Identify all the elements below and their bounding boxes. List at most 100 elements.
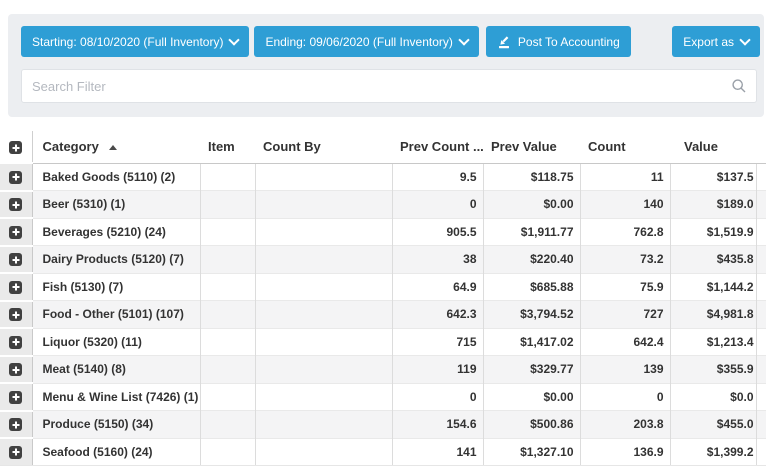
column-header-count-by[interactable]: Count By [255,131,392,164]
search-filter-box [21,69,757,103]
chevron-down-icon [739,33,751,46]
toolbar: Starting: 08/10/2020 (Full Inventory) En… [21,26,760,57]
expand-cell [0,299,33,328]
category-cell: Baked Goods (5110) (2) [32,162,201,191]
prev-count-cell: 38 [392,245,484,273]
item-cell [200,217,256,246]
item-cell [200,162,256,191]
table-row: Seafood (5160) (24) 141 $1,327.10 136.9 $1,3… [0,437,766,466]
expand-all-button[interactable] [9,141,23,155]
item-cell [200,382,256,411]
count-by-cell [255,382,393,411]
expand-cell [0,244,33,273]
count-cell: 75.9 [580,272,671,301]
ending-inventory-label: Ending: 09/06/2020 (Full Inventory) [265,34,453,49]
post-to-accounting-label: Post To Accounting [517,34,620,49]
category-cell: Fish (5130) (7) [32,272,201,301]
next-column-partial-cell [756,355,766,383]
count-by-cell [255,437,393,466]
expand-row-button[interactable] [9,308,23,322]
next-column-partial-cell [756,272,766,301]
next-column-partial-cell [756,327,766,356]
expand-cell [0,217,33,246]
count-cell: 73.2 [580,245,671,273]
starting-inventory-label: Starting: 08/10/2020 (Full Inventory) [32,34,224,49]
expand-row-button[interactable] [9,170,23,184]
table-row: Baked Goods (5110) (2) 9.5 $118.75 11 $137.5 [0,162,766,191]
expand-row-button[interactable] [9,253,23,267]
item-cell [200,410,256,438]
count-by-cell [255,217,393,246]
count-cell: 762.8 [580,217,671,246]
column-header-next-partial [756,131,766,164]
sort-ascending-icon [108,145,117,151]
count-by-cell [255,327,393,356]
starting-inventory-dropdown[interactable]: Starting: 08/10/2020 (Full Inventory) [21,26,250,57]
prev-value-cell: $3,794.52 [483,300,581,328]
expand-cell [0,272,33,301]
expand-row-button[interactable] [9,363,23,377]
next-column-partial-cell [756,300,766,328]
table-row: Beverages (5210) (24) 905.5 $1,911.77 762.8… [0,217,766,246]
prev-value-cell: $1,327.10 [483,437,581,466]
column-header-prev-value[interactable]: Prev Value [483,131,580,164]
table-row: Food - Other (5101) (107) 642.3 $3,794.52 7… [0,299,766,328]
prev-value-cell: $500.86 [483,410,581,438]
count-by-cell [255,410,393,438]
column-header-item[interactable]: Item [200,131,255,164]
expand-row-button[interactable] [9,335,23,349]
post-to-accounting-button[interactable]: Post To Accounting [485,26,631,57]
expand-cell [0,189,33,218]
prev-value-cell: $1,911.77 [483,217,581,246]
expand-row-button[interactable] [9,445,23,459]
prev-value-cell: $0.00 [483,190,581,218]
item-cell [200,355,256,383]
column-header-prev-count[interactable]: Prev Count ... [392,131,483,164]
prev-value-cell: $329.77 [483,355,581,383]
next-column-partial-cell [756,437,766,466]
column-header-value[interactable]: Value [670,131,756,164]
value-cell: $189.0 [670,190,757,218]
prev-count-cell: 9.5 [392,162,484,191]
table-row: Liquor (5320) (11) 715 $1,417.02 642.4 $1,21… [0,327,766,356]
table-header-row: Category Item Count By Prev Count ... Pr… [0,131,766,164]
next-column-partial-cell [756,410,766,438]
count-cell: 203.8 [580,410,671,438]
item-cell [200,437,256,466]
column-header-category[interactable]: Category [32,131,200,164]
ending-inventory-dropdown[interactable]: Ending: 09/06/2020 (Full Inventory) [254,26,479,57]
category-cell: Menu & Wine List (7426) (1) [32,382,201,411]
prev-count-cell: 905.5 [392,217,484,246]
expand-row-button[interactable] [9,225,23,239]
count-by-cell [255,355,393,383]
expand-row-button[interactable] [9,280,23,294]
inventory-category-table: Category Item Count By Prev Count ... Pr… [0,131,766,466]
table-row: Fish (5130) (7) 64.9 $685.88 75.9 $1,144.2 [0,272,766,301]
prev-count-cell: 715 [392,327,484,356]
prev-count-cell: 154.6 [392,410,484,438]
category-cell: Beer (5310) (1) [32,190,201,218]
post-download-icon [498,35,509,48]
column-header-count[interactable]: Count [580,131,670,164]
prev-value-cell: $0.00 [483,382,581,411]
category-cell: Beverages (5210) (24) [32,217,201,246]
search-filter-input[interactable] [22,70,756,102]
value-cell: $4,981.8 [670,300,757,328]
item-cell [200,245,256,273]
export-as-dropdown[interactable]: Export as [672,26,760,57]
prev-count-cell: 642.3 [392,300,484,328]
item-cell [200,327,256,356]
item-cell [200,190,256,218]
category-cell: Seafood (5160) (24) [32,437,201,466]
expand-row-button[interactable] [9,390,23,404]
expand-cell [0,327,33,356]
prev-value-cell: $118.75 [483,162,581,191]
category-cell: Produce (5150) (34) [32,410,201,438]
category-cell: Dairy Products (5120) (7) [32,245,201,273]
value-cell: $455.0 [670,410,757,438]
count-by-cell [255,162,393,191]
table-row: Meat (5140) (8) 119 $329.77 139 $355.9 [0,354,766,383]
expand-cell [0,382,33,411]
expand-row-button[interactable] [9,198,23,212]
expand-row-button[interactable] [9,418,23,432]
